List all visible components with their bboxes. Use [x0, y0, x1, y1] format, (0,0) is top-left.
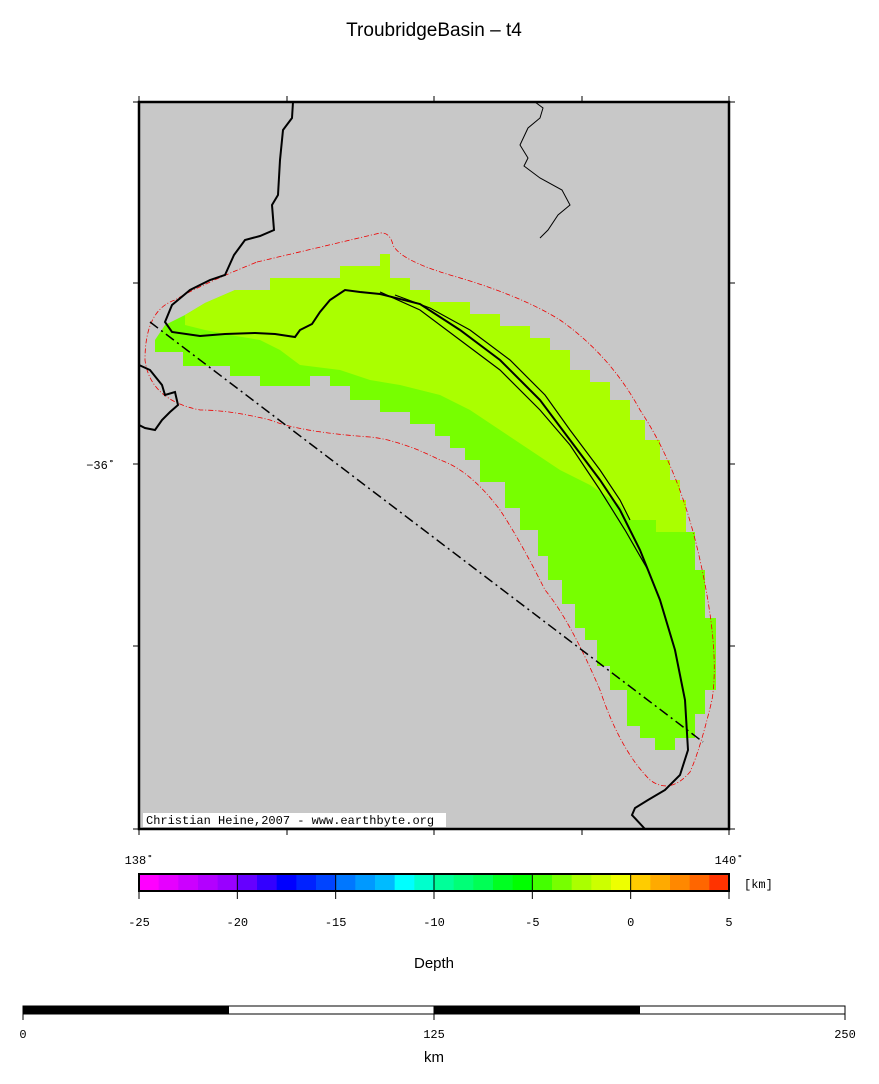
color-swatch	[316, 874, 337, 891]
tick-label: 0	[19, 1028, 26, 1042]
color-swatch	[178, 874, 199, 891]
color-swatch	[591, 874, 612, 891]
color-swatch	[296, 874, 317, 891]
color-swatch	[670, 874, 691, 891]
color-swatch	[198, 874, 219, 891]
tick-label: -5	[525, 916, 539, 930]
tick-label: -15	[325, 916, 347, 930]
scalebar: 0 125 250	[19, 1005, 856, 1042]
tick-label: 0	[627, 916, 634, 930]
basin-outline	[144, 232, 715, 787]
depth-grid-shallow	[185, 254, 686, 532]
map: Christian Heine,2007 - www.earthbyte.org…	[86, 96, 743, 868]
color-swatch	[493, 874, 514, 891]
color-swatch	[689, 874, 710, 891]
color-swatch	[335, 874, 356, 891]
color-swatch	[473, 874, 494, 891]
lat-label: −36˚	[86, 459, 115, 473]
color-swatch	[532, 874, 553, 891]
color-swatch	[453, 874, 474, 891]
colorbar-unit: [km]	[744, 878, 773, 892]
color-swatch	[158, 874, 179, 891]
lon-label: 140˚	[715, 854, 744, 868]
colorbar: -25 -20 -15 -10 -5 0 5	[128, 873, 733, 930]
tick-label: -10	[423, 916, 445, 930]
frame-ticks	[133, 96, 735, 835]
color-swatch	[512, 874, 533, 891]
credit: Christian Heine,2007 - www.earthbyte.org	[146, 814, 434, 828]
color-swatch	[571, 874, 592, 891]
title: TroubridgeBasin – t4	[346, 20, 522, 41]
color-swatch	[552, 874, 573, 891]
scale-segment	[433, 1005, 640, 1015]
color-swatch	[139, 874, 160, 891]
color-swatch	[217, 874, 238, 891]
scale-segment	[639, 1005, 846, 1015]
lon-label: 138˚	[125, 854, 154, 868]
color-swatch	[394, 874, 415, 891]
color-swatch	[434, 874, 455, 891]
coastline	[138, 101, 690, 830]
color-swatch	[375, 874, 396, 891]
color-swatch	[650, 874, 671, 891]
color-swatch	[709, 874, 730, 891]
tick-label: 250	[834, 1028, 856, 1042]
tick-label: -20	[227, 916, 249, 930]
color-swatch	[611, 874, 632, 891]
section-line	[149, 321, 704, 743]
color-swatch	[630, 874, 651, 891]
color-swatch	[355, 874, 376, 891]
color-swatch	[237, 874, 258, 891]
color-swatch	[276, 874, 297, 891]
colorbar-label: Depth	[414, 955, 454, 972]
scale-segment	[228, 1005, 435, 1015]
scale-segment	[22, 1005, 229, 1015]
tick-label: -25	[128, 916, 150, 930]
color-swatch	[257, 874, 278, 891]
tick-label: 5	[725, 916, 732, 930]
credit-box	[143, 813, 446, 827]
color-swatch	[414, 874, 435, 891]
tick-label: 125	[423, 1028, 445, 1042]
scalebar-unit: km	[424, 1049, 444, 1066]
